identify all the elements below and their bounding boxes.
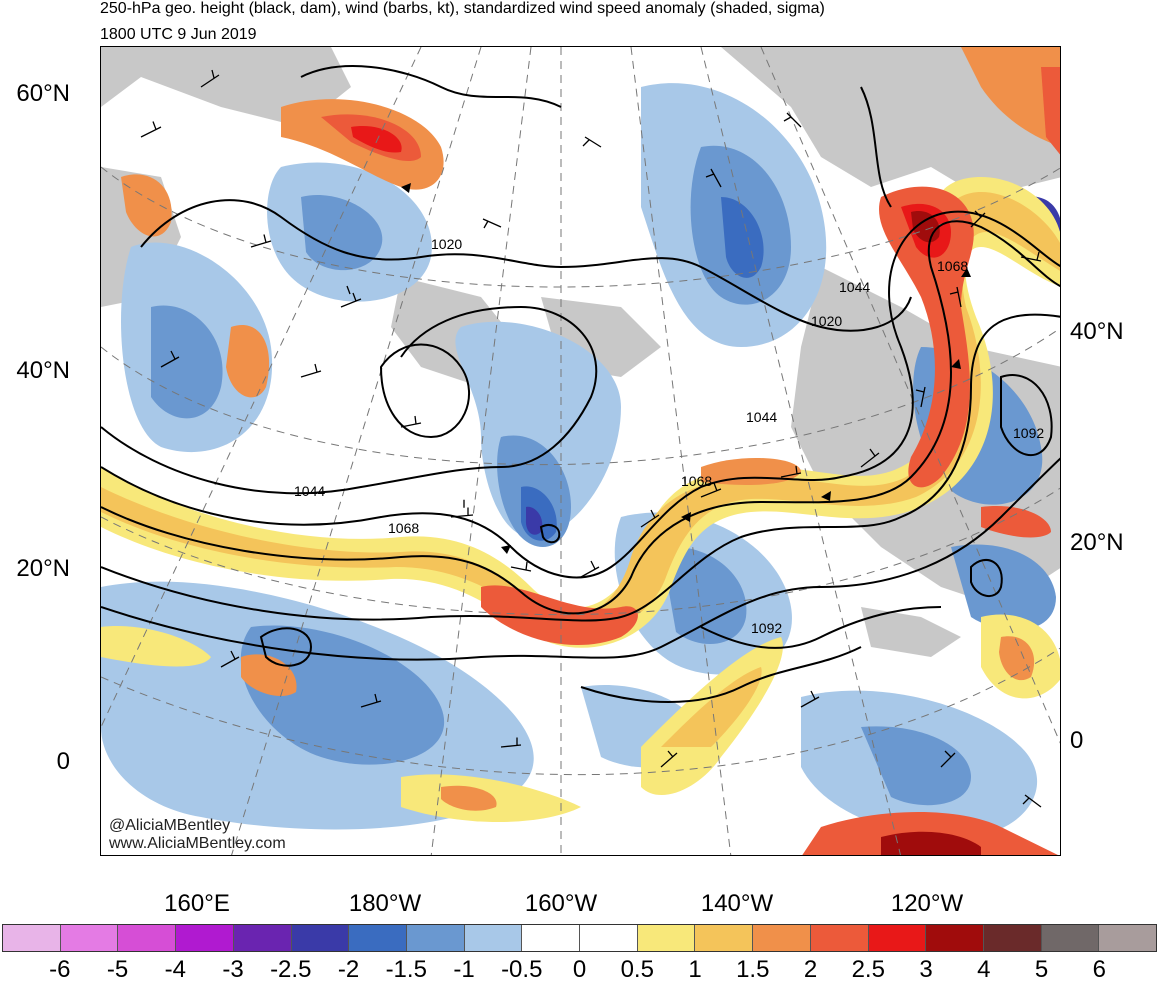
lon-label: 180°W (348, 890, 422, 917)
lon-label: 140°W (700, 890, 774, 917)
map-title: 250-hPa geo. height (black, dam), wind (… (100, 0, 825, 17)
lon-label: 120°W (890, 890, 964, 917)
contour-label: 1092 (1013, 425, 1044, 441)
lat-label-left: 60°N (16, 80, 70, 107)
colorbar-tick-label: 3 (919, 956, 933, 983)
colorbar-swatch (695, 925, 754, 951)
colorbar-tick-label: -3 (222, 956, 244, 983)
colorbar (2, 924, 1157, 952)
colorbar-swatch (349, 925, 407, 951)
lat-label-left: 0 (56, 748, 70, 775)
contour-label: 1068 (388, 520, 419, 536)
wind-barbs (140, 69, 1042, 808)
colorbar-tick-label: -1.5 (385, 956, 427, 983)
colorbar-swatch (464, 925, 523, 951)
contour-label: 1068 (681, 473, 712, 489)
colorbar-swatch (753, 925, 811, 951)
valid-time: 1800 UTC 9 Jun 2019 (100, 26, 257, 43)
lat-label-right: 20°N (1070, 529, 1124, 556)
colorbar-tick-label: 1 (688, 956, 702, 983)
colorbar-swatch (60, 925, 119, 951)
colorbar-swatch (118, 925, 177, 951)
colorbar-tick-label: 2.5 (851, 956, 885, 983)
colorbar-tick-label: -5 (106, 956, 129, 983)
colorbar-tick-label: -4 (164, 956, 186, 983)
colorbar-tick-label: 6 (1092, 956, 1106, 983)
colorbar-swatch (3, 925, 61, 951)
contour-label: 1044 (839, 279, 870, 295)
lon-label: 160°E (164, 890, 230, 917)
map-canvas: 1020 1044 1068 1092 1020 1044 1068 1044 … (101, 47, 1060, 855)
colorbar-swatch (983, 925, 1042, 951)
contour-label: 1044 (746, 409, 777, 425)
credit-website: www.AliciaMBentley.com (109, 835, 286, 852)
negative-anomaly-shading (101, 83, 1060, 837)
colorbar-tick-label: 0.5 (620, 956, 654, 983)
colorbar-swatch (522, 925, 581, 951)
colorbar-swatch (1099, 925, 1157, 951)
contour-labels: 1020 1044 1068 1092 1020 1044 1068 1044 … (294, 236, 1044, 636)
colorbar-swatch (1041, 925, 1100, 951)
colorbar-tick-label: 0 (572, 956, 587, 983)
colorbar-tick-label: 1.5 (736, 956, 770, 983)
colorbar-swatch (637, 925, 696, 951)
contour-label: 1092 (751, 620, 782, 636)
contour-label: 1068 (937, 258, 968, 274)
lat-label-right: 0 (1070, 727, 1084, 754)
colorbar-tick-label: -0.5 (501, 956, 543, 983)
colorbar-swatch (406, 925, 465, 951)
colorbar-swatch (868, 925, 927, 951)
positive-anomaly-shading (101, 47, 1060, 855)
height-contours (101, 65, 1060, 703)
colorbar-tick-label: -2.5 (270, 956, 312, 983)
credit-handle: @AliciaMBentley (109, 817, 231, 834)
colorbar-swatch (291, 925, 350, 951)
colorbar-swatch (580, 925, 638, 951)
wind-flags (401, 183, 971, 554)
contour-label: 1020 (811, 313, 842, 329)
colorbar-swatch (926, 925, 984, 951)
colorbar-swatch (176, 925, 234, 951)
colorbar-tick-label: -1 (453, 956, 475, 983)
lat-label-right: 40°N (1070, 318, 1124, 345)
colorbar-swatch (233, 925, 292, 951)
colorbar-tick-label: 5 (1034, 956, 1049, 983)
contour-label: 1020 (431, 236, 462, 252)
map-panel: 1020 1044 1068 1092 1020 1044 1068 1044 … (100, 46, 1061, 856)
contour-label: 1044 (294, 483, 325, 499)
colorbar-tick-label: 4 (977, 956, 991, 983)
lat-label-left: 20°N (16, 555, 70, 582)
lon-label: 160°W (524, 890, 598, 917)
graticule (101, 47, 1060, 855)
colorbar-tick-label: -2 (337, 956, 360, 983)
colorbar-tick-label: 2 (803, 956, 818, 983)
colorbar-tick-label: -6 (49, 956, 71, 983)
lat-label-left: 40°N (16, 357, 70, 384)
colorbar-swatch (810, 925, 869, 951)
